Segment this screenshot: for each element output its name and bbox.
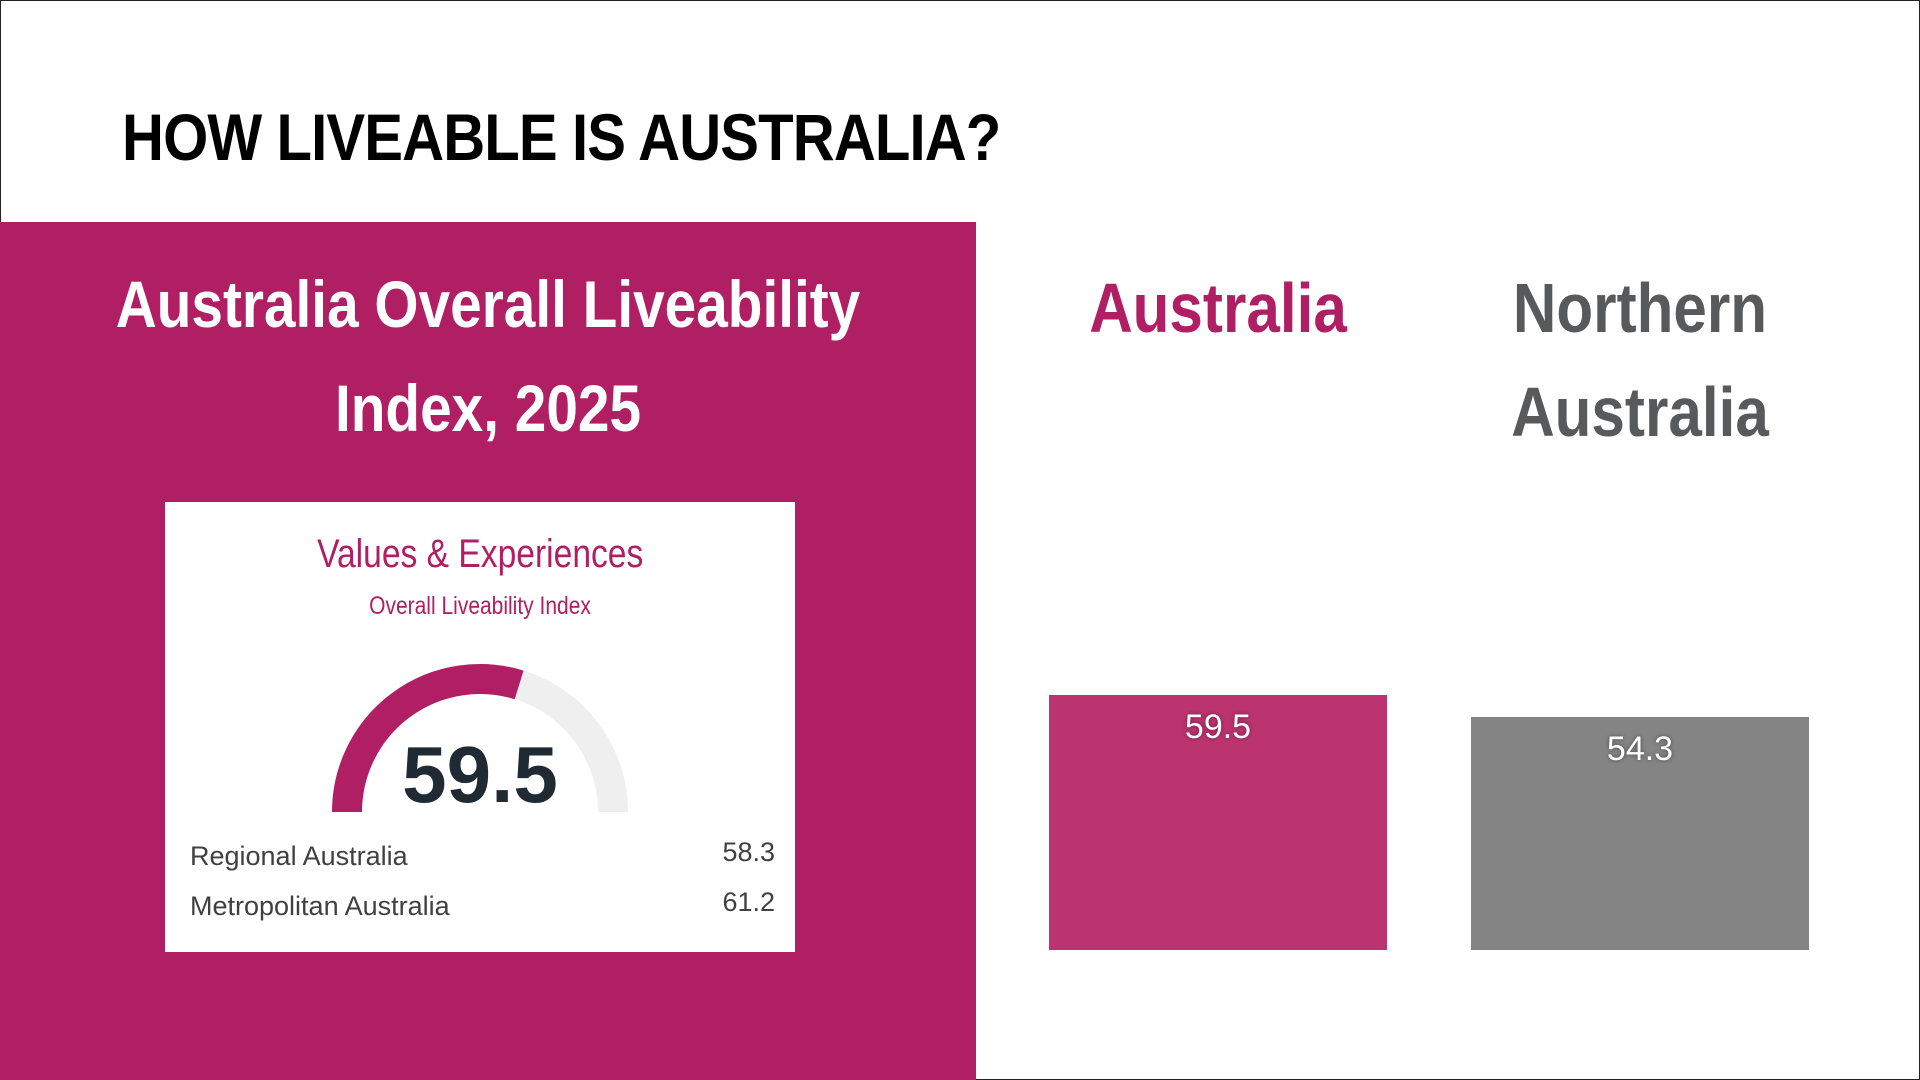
card-subtitle-text: Overall Liveability Index — [369, 592, 591, 620]
index-panel: Australia Overall Liveability Index, 202… — [0, 222, 976, 1080]
bar-value-label: 59.5 — [1184, 708, 1252, 746]
page-title: HOW LIVEABLE IS AUSTRALIA? — [122, 100, 1001, 174]
bar-australia: 59.5 — [1049, 695, 1387, 950]
panel-heading-line-1: Australia Overall Liveability — [115, 267, 861, 341]
category-label-line: Australia — [1089, 269, 1347, 347]
gauge-value: 59.5 — [402, 730, 558, 819]
metropolitan-label: Metropolitan Australia — [190, 891, 450, 921]
bar-value-label: 54.3 — [1606, 730, 1674, 769]
category-label-line: Northern — [1512, 269, 1768, 347]
bar-northern-australia: 54.3 — [1471, 717, 1809, 950]
panel-heading-line-2: Index, 2025 — [334, 371, 642, 445]
regional-value: 58.3 — [722, 837, 775, 867]
metropolitan-row: Metropolitan Australia 61.2 — [190, 886, 775, 926]
index-card: Values & Experiences Overall Liveability… — [165, 502, 795, 952]
card-subtitle: Overall Liveability Index — [165, 590, 795, 622]
gauge-fill — [332, 664, 524, 812]
panel-heading: Australia Overall Liveability Index, 202… — [0, 252, 976, 460]
liveability-gauge — [332, 664, 628, 812]
card-title: Values & Experiences — [165, 530, 795, 578]
card-title-text: Values & Experiences — [316, 532, 644, 576]
category-label-australia: Australia — [998, 256, 1438, 360]
regional-row: Regional Australia 58.3 — [190, 836, 775, 876]
category-label-northern-australia: Northern Australia — [1420, 256, 1860, 464]
metropolitan-value: 61.2 — [722, 887, 775, 917]
category-label-line: Australia — [1511, 373, 1769, 451]
regional-label: Regional Australia — [190, 841, 408, 871]
